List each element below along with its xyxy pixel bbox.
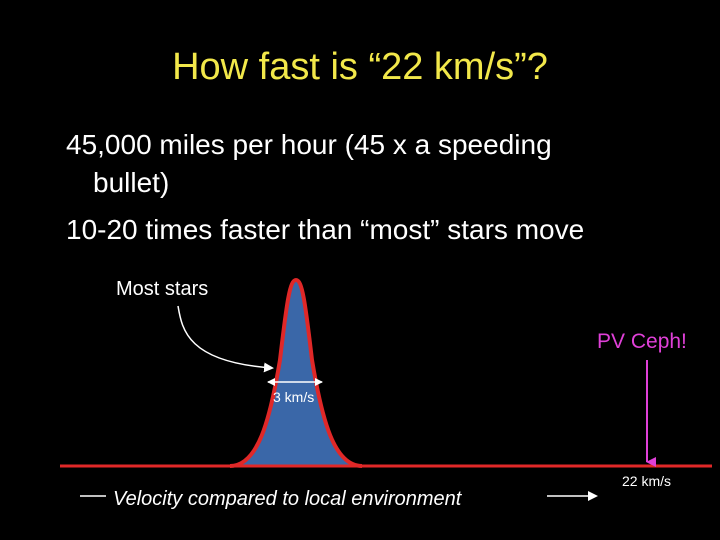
most-stars-arrow bbox=[177, 305, 274, 373]
pv-ceph-label: PV Ceph! bbox=[597, 330, 687, 353]
slide-title: How fast is “22 km/s”? bbox=[172, 46, 548, 88]
pv-ceph-speed-label: 22 km/s bbox=[622, 473, 672, 489]
xaxis-label: Velocity compared to local environment bbox=[113, 488, 462, 510]
bullet-speed-mph: 45,000 miles per hour (45 x a speeding bbox=[66, 129, 552, 160]
distribution-width-label: 3 km/s bbox=[273, 389, 315, 405]
distribution-curve-outline bbox=[229, 277, 363, 468]
bullet-speed-mph-cont: bullet) bbox=[93, 167, 170, 198]
distribution-curve-fill bbox=[230, 280, 362, 466]
most-stars-label: Most stars bbox=[116, 278, 209, 300]
bullet-times-faster: 10-20 times faster than “most” stars mov… bbox=[66, 214, 585, 245]
